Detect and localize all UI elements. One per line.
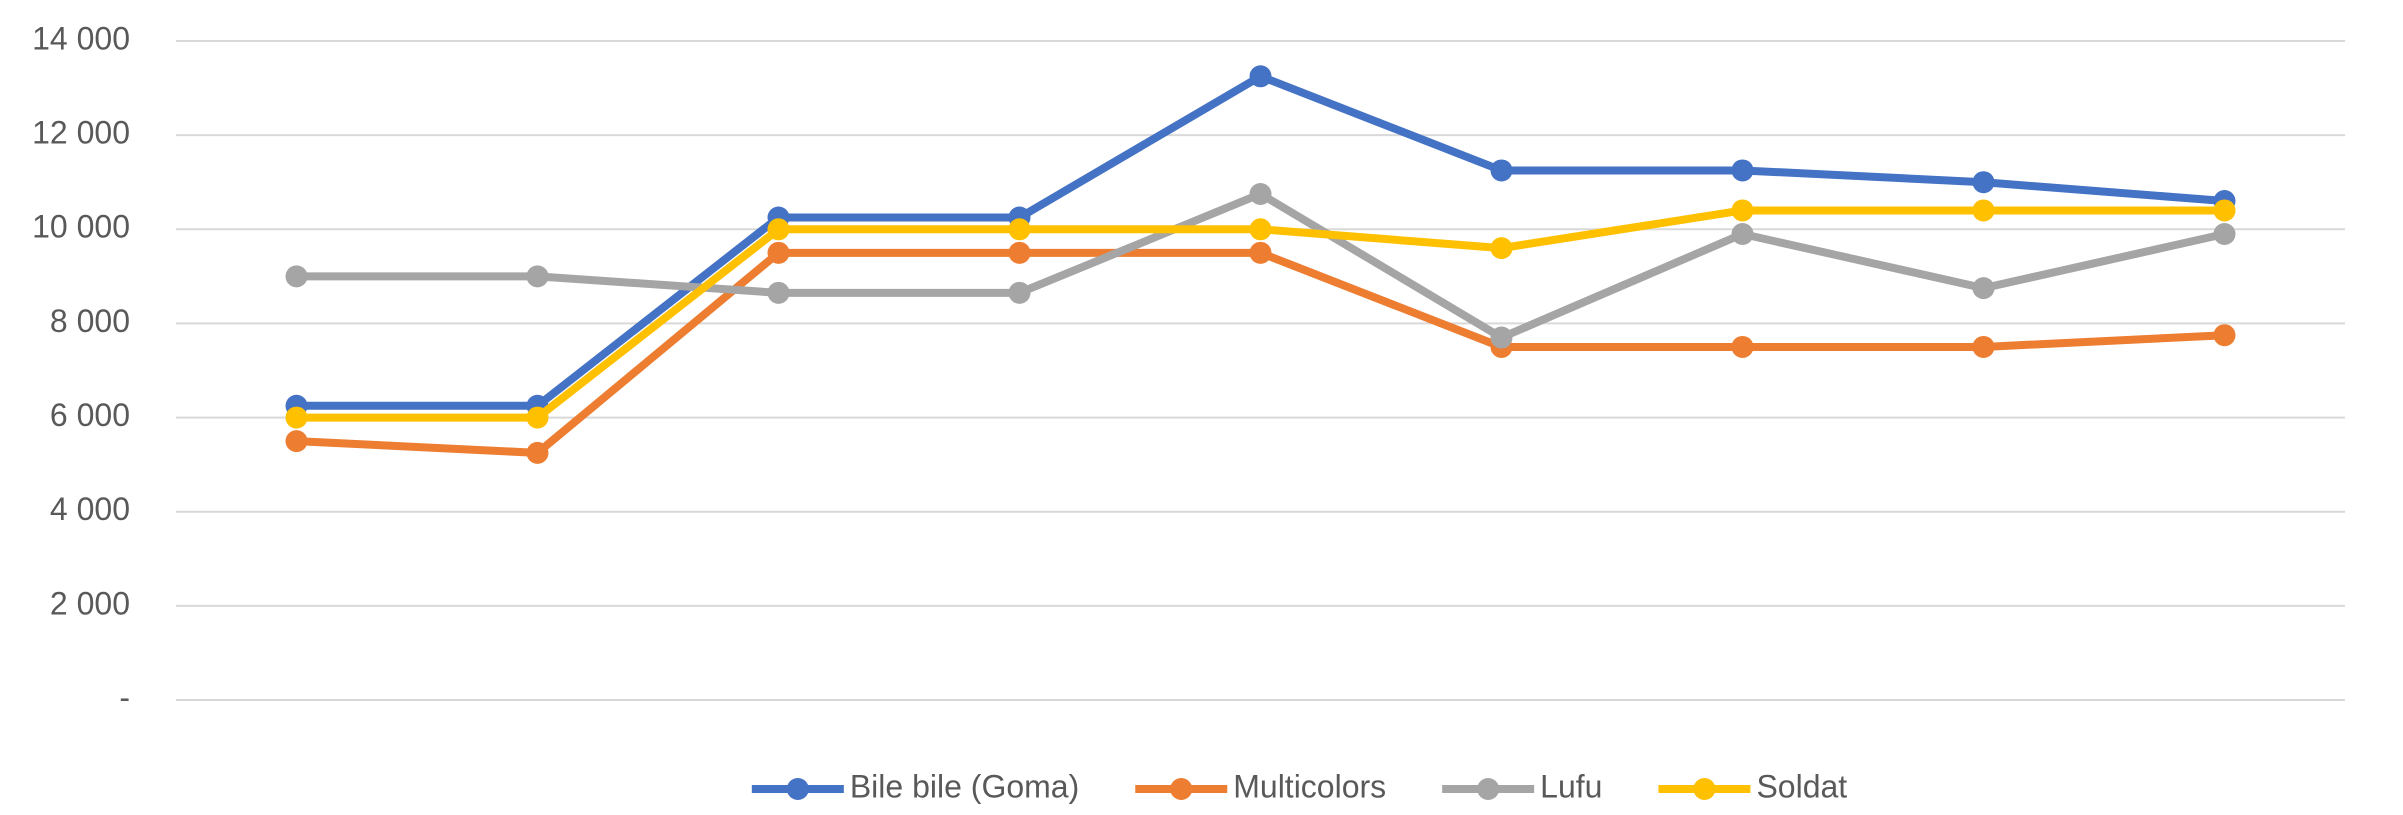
series-line (296, 72, 2225, 410)
data-point (1731, 335, 1754, 358)
data-point (285, 430, 308, 453)
y-tick-label: - (119, 679, 130, 715)
data-point (526, 441, 549, 464)
legend-label: Lufu (1540, 768, 1602, 804)
y-tick-label: 2 000 (50, 585, 130, 621)
legend-marker (1170, 778, 1193, 800)
legend-marker (1477, 778, 1500, 800)
data-point (1249, 241, 1272, 264)
data-point (526, 265, 549, 288)
data-point (2213, 324, 2236, 347)
legend-marker (786, 778, 809, 800)
y-tick-label: 8 000 (50, 303, 130, 339)
data-point (1972, 199, 1995, 222)
data-point (1008, 241, 1031, 264)
data-point (526, 406, 549, 429)
y-tick-label: 12 000 (32, 115, 130, 151)
data-point (1490, 159, 1513, 182)
data-point (767, 241, 790, 264)
data-point (1972, 277, 1995, 300)
data-point (2213, 222, 2236, 245)
data-point (285, 265, 308, 288)
legend-label: Multicolors (1233, 768, 1386, 804)
data-point (285, 406, 308, 429)
legend-marker (1693, 778, 1716, 800)
series-line (296, 189, 2226, 342)
y-tick-label: 10 000 (32, 209, 130, 245)
legend-label: Soldat (1756, 768, 1847, 804)
data-point (1008, 281, 1031, 304)
y-tick-label: 6 000 (50, 397, 130, 433)
y-tick-label: 4 000 (50, 491, 130, 527)
data-point (1972, 335, 1995, 358)
data-point (1490, 237, 1513, 260)
data-point (1731, 222, 1754, 245)
series-line (296, 206, 2225, 422)
data-point (2213, 199, 2236, 222)
data-point (767, 218, 790, 241)
data-point (1731, 199, 1754, 222)
data-point (767, 281, 790, 304)
data-point (1490, 326, 1513, 349)
data-point (1249, 218, 1272, 241)
y-tick-label: 14 000 (32, 20, 130, 56)
legend-label: Bile bile (Goma) (850, 768, 1079, 804)
data-point (1972, 171, 1995, 194)
data-point (1008, 218, 1031, 241)
data-point (1249, 182, 1272, 205)
data-point (1249, 65, 1272, 88)
data-point (1731, 159, 1754, 182)
